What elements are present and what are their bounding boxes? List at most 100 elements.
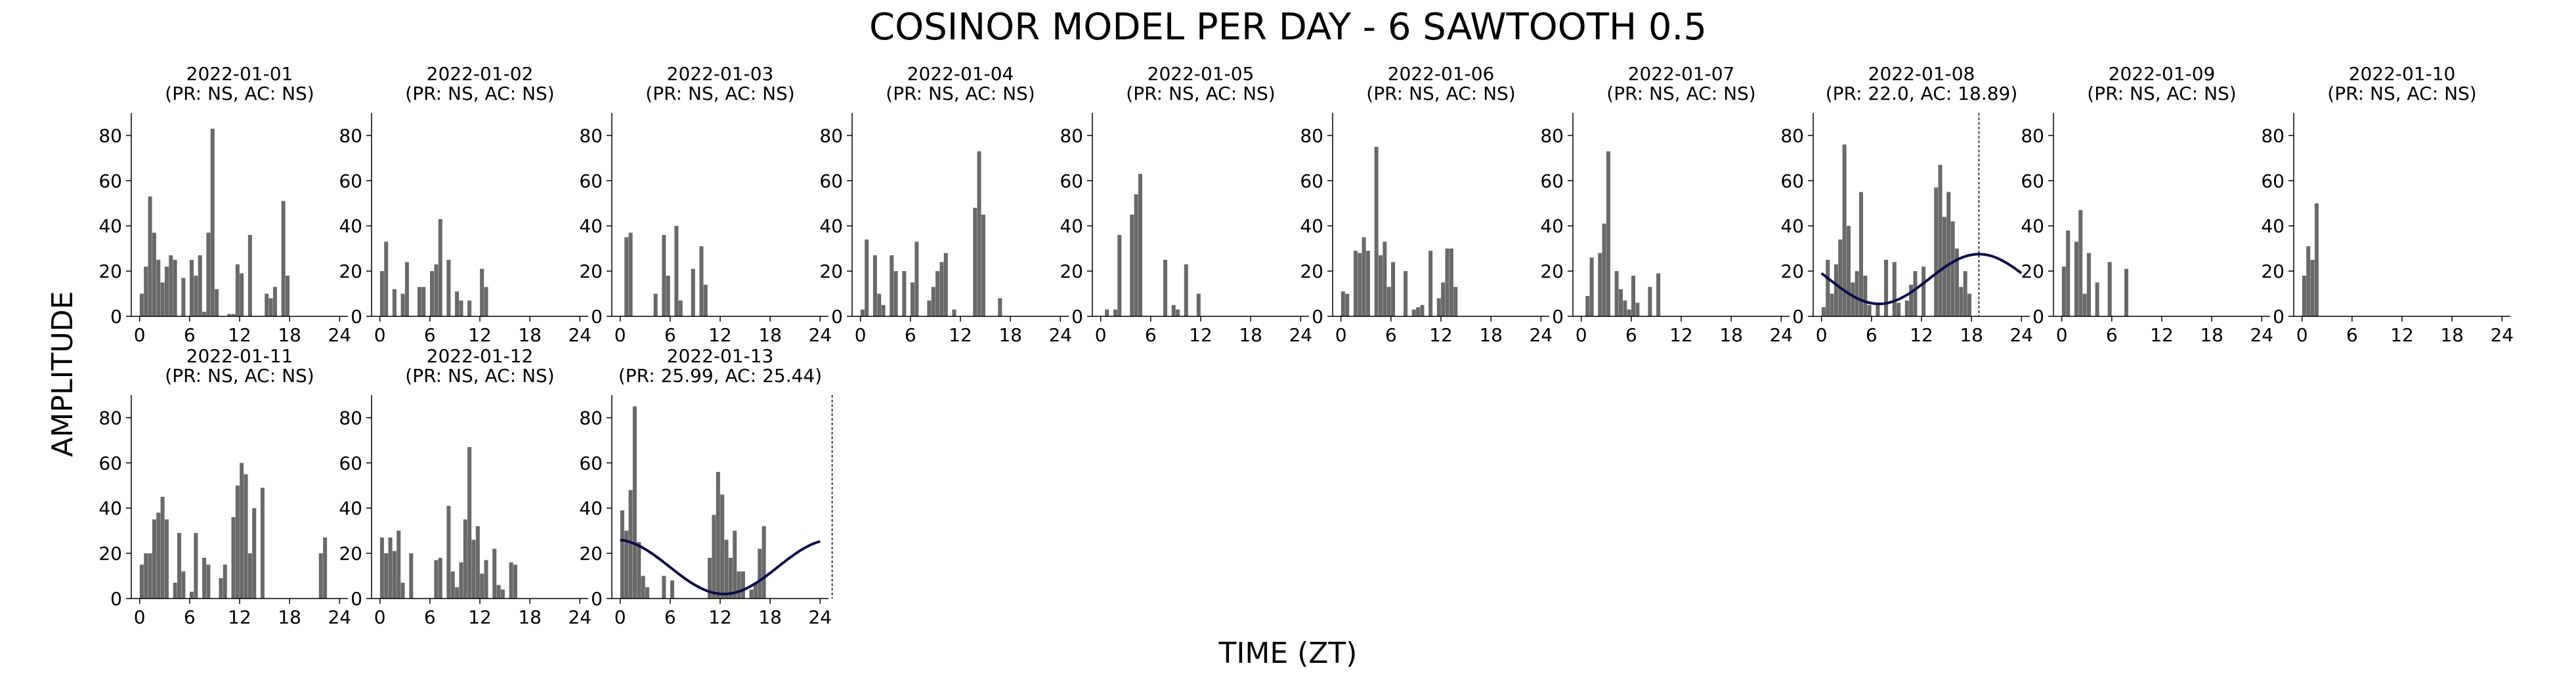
x-tick-label: 24	[328, 324, 351, 346]
panel-subtitle: (PR: NS, AC: NS)	[2087, 83, 2236, 104]
bar	[624, 530, 629, 599]
x-tick-label: 24	[568, 606, 591, 628]
bar	[973, 207, 977, 316]
bar	[1411, 309, 1416, 316]
y-tick-label: 20	[1540, 261, 1564, 282]
x-tick-label: 0	[374, 606, 386, 628]
y-tick-label: 20	[579, 261, 603, 282]
panel-subtitle: (PR: NS, AC: NS)	[886, 83, 1035, 104]
panel-2022-01-05: 2022-01-05(PR: NS, AC: NS) 0 6 12 18 24 0 20 40 6…	[1060, 63, 1312, 346]
y-tick-label: 80	[1540, 125, 1564, 146]
panel-2022-01-03: 2022-01-03(PR: NS, AC: NS) 0 6 12 18 24 0 20 40 6…	[579, 63, 832, 346]
bar	[492, 549, 497, 599]
bar	[1954, 248, 1959, 316]
bar	[2082, 293, 2087, 316]
x-tick-label: 18	[1239, 324, 1262, 346]
bar	[724, 539, 729, 599]
bar	[1648, 287, 1652, 316]
bar	[1365, 251, 1370, 316]
y-tick-label: 20	[1300, 261, 1323, 282]
bar	[152, 519, 156, 599]
y-tick-label: 20	[2261, 261, 2285, 282]
bar	[1635, 303, 1640, 316]
panel-title: 2022-01-08	[1868, 63, 1975, 85]
y-tick-label: 60	[1060, 170, 1083, 192]
bar	[434, 560, 439, 599]
bar	[699, 246, 704, 316]
bar	[1830, 293, 1834, 316]
bar	[1627, 309, 1631, 316]
bar	[1585, 296, 1590, 316]
bar	[1598, 253, 1602, 316]
bar	[645, 587, 649, 599]
x-tick-label: 12	[2390, 324, 2414, 346]
bar	[496, 585, 501, 599]
bar	[952, 309, 956, 316]
bar	[890, 255, 894, 316]
x-tick-label: 12	[2150, 324, 2174, 346]
bar	[762, 526, 766, 599]
y-tick-label: 40	[98, 215, 122, 237]
panel-subtitle: (PR: NS, AC: NS)	[165, 365, 314, 387]
y-tick-label: 40	[819, 215, 843, 237]
bar	[438, 558, 442, 599]
bar	[1959, 287, 1964, 316]
bar	[244, 474, 248, 599]
panel-2022-01-11: 2022-01-11(PR: NS, AC: NS) 0 6 12 18 24 0 20 40 6…	[98, 345, 351, 628]
bar	[1892, 262, 1897, 316]
bar	[173, 582, 177, 599]
panel-2022-01-04: 2022-01-04(PR: NS, AC: NS) 0 6 12 18 24 0 20 40 6…	[819, 63, 1072, 346]
bar	[632, 406, 637, 599]
bar	[379, 537, 384, 599]
bar	[446, 259, 451, 316]
bar	[666, 276, 670, 316]
x-tick-label: 6	[2106, 324, 2118, 346]
bar	[467, 447, 472, 599]
x-tick-label: 0	[2056, 324, 2068, 346]
bar	[628, 490, 633, 599]
panel-title: 2022-01-12	[427, 345, 534, 367]
bar	[1184, 264, 1188, 316]
x-tick-label: 24	[328, 606, 351, 628]
bar	[210, 129, 215, 316]
bar	[421, 287, 426, 316]
bar	[164, 266, 169, 316]
bar	[400, 293, 405, 316]
bar	[943, 253, 948, 316]
y-tick-label: 0	[1312, 306, 1323, 327]
panel-subtitle: (PR: NS, AC: NS)	[2327, 83, 2476, 104]
bar	[620, 510, 624, 599]
bar	[939, 262, 944, 316]
bar	[285, 276, 290, 316]
bar	[202, 312, 207, 316]
bar	[513, 564, 517, 599]
bar	[931, 287, 935, 316]
bar	[733, 530, 737, 599]
bar	[1921, 266, 1926, 316]
bar	[1904, 300, 1909, 316]
x-tick-label: 24	[808, 606, 832, 628]
y-tick-label: 20	[1780, 261, 1804, 282]
bar	[194, 276, 198, 316]
bar	[1656, 273, 1661, 316]
bar	[231, 314, 236, 316]
x-tick-label: 18	[1479, 324, 1503, 346]
bar	[641, 576, 645, 599]
bar	[1851, 282, 1855, 316]
y-tick-label: 60	[339, 170, 362, 192]
bar	[2306, 246, 2311, 316]
y-tick-label: 0	[1071, 306, 1083, 327]
bar	[392, 551, 397, 599]
x-tick-label: 0	[1335, 324, 1347, 346]
bar	[2107, 262, 2112, 316]
y-tick-label: 60	[579, 170, 603, 192]
bar	[223, 564, 227, 599]
bar	[190, 591, 194, 599]
panel-subtitle: (PR: NS, AC: NS)	[1126, 83, 1275, 104]
bar	[1391, 262, 1396, 316]
y-tick-label: 20	[98, 261, 122, 282]
bar	[397, 530, 401, 599]
y-tick-label: 40	[579, 497, 603, 519]
bar	[206, 232, 211, 316]
x-tick-label: 24	[2250, 324, 2273, 346]
